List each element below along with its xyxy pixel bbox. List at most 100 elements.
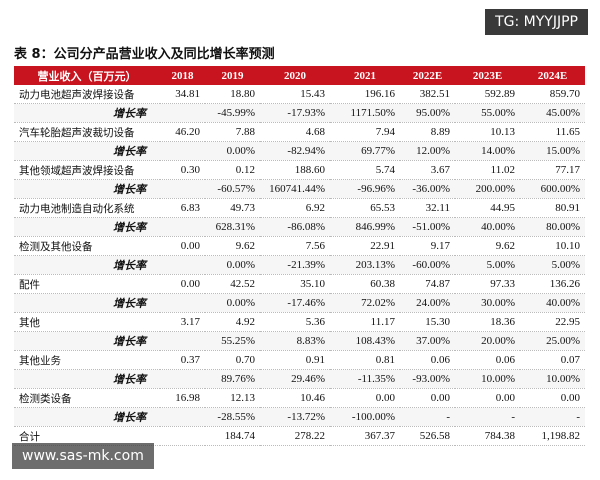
cell: 0.70 (205, 350, 260, 370)
cell: 46.20 (160, 122, 205, 142)
cell: 42.52 (205, 274, 260, 294)
row-label: 增长率 (14, 179, 160, 199)
cell (160, 141, 205, 161)
cell: 5.00% (520, 255, 585, 275)
header-cell: 2023E (455, 66, 520, 85)
cell: 188.60 (260, 160, 330, 180)
cell: 0.00% (205, 293, 260, 313)
cell: 3.17 (160, 312, 205, 332)
cell: -21.39% (260, 255, 330, 275)
cell: 367.37 (330, 426, 400, 446)
cell: 77.17 (520, 160, 585, 180)
header-cell: 2024E (520, 66, 585, 85)
cell: 0.07 (520, 350, 585, 370)
row-label: 增长率 (14, 255, 160, 275)
cell: -13.72% (260, 407, 330, 427)
cell: 4.68 (260, 122, 330, 142)
row-label: 其他领域超声波焊接设备 (14, 160, 160, 180)
cell (160, 179, 205, 199)
cell: 12.13 (205, 388, 260, 408)
table-row: 检测及其他设备 0.00 9.62 7.56 22.91 9.17 9.62 10.10 (14, 236, 585, 256)
row-label: 增长率 (14, 331, 160, 351)
table-row: 动力电池超声波焊接设备 34.81 18.80 15.43 196.16 382.51 59… (14, 85, 585, 104)
table-row: 增长率 -60.57% 160741.44% -96.96% -36.00% 200.00… (14, 179, 585, 199)
table-row: 增长率 0.00% -21.39% 203.13% -60.00% 5.00% 5.00% (14, 255, 585, 275)
cell: 72.02% (330, 293, 400, 313)
table-row: 汽车轮胎超声波裁切设备 46.20 7.88 4.68 7.94 8.89 10.13 11.… (14, 122, 585, 142)
cell: 44.95 (455, 198, 520, 218)
cell: 203.13% (330, 255, 400, 275)
cell: 18.80 (205, 85, 260, 104)
cell: 0.91 (260, 350, 330, 370)
cell: 9.62 (205, 236, 260, 256)
cell: 55.00% (455, 103, 520, 123)
cell: 7.94 (330, 122, 400, 142)
revenue-table: 营业收入（百万元） 2018 2019 2020 2021 2022E 2023E 2024E… (14, 66, 585, 446)
cell: 8.83% (260, 331, 330, 351)
table-row: 增长率 55.25% 8.83% 108.43% 37.00% 20.00% 25.00% (14, 331, 585, 351)
cell: 1,198.82 (520, 426, 585, 446)
cell: 108.43% (330, 331, 400, 351)
cell: 5.36 (260, 312, 330, 332)
cell (160, 426, 205, 446)
cell: - (455, 407, 520, 427)
cell: 4.92 (205, 312, 260, 332)
header-cell: 2020 (260, 66, 330, 85)
table-row: 合计 184.74 278.22 367.37 526.58 784.38 1,198.82 (14, 426, 585, 446)
row-label: 增长率 (14, 217, 160, 237)
row-label: 其他业务 (14, 350, 160, 370)
cell: -100.00% (330, 407, 400, 427)
table-row: 增长率 -45.99% -17.93% 1171.50% 95.00% 55.00% 45.… (14, 103, 585, 123)
cell: -96.96% (330, 179, 400, 199)
cell: -60.00% (400, 255, 455, 275)
cell: 5.00% (455, 255, 520, 275)
watermark: TG: MYYJJPP (485, 9, 588, 35)
header-cell: 2022E (400, 66, 455, 85)
row-label: 检测及其他设备 (14, 236, 160, 256)
table-row: 其他 3.17 4.92 5.36 11.17 15.30 18.36 22.95 (14, 312, 585, 332)
cell: -11.35% (330, 369, 400, 389)
cell: 18.36 (455, 312, 520, 332)
cell: 89.76% (205, 369, 260, 389)
cell: 80.00% (520, 217, 585, 237)
cell: 526.58 (400, 426, 455, 446)
cell: 846.99% (330, 217, 400, 237)
cell: 592.89 (455, 85, 520, 104)
cell (160, 369, 205, 389)
cell: 69.77% (330, 141, 400, 161)
cell: 136.26 (520, 274, 585, 294)
cell: 184.74 (205, 426, 260, 446)
cell: 14.00% (455, 141, 520, 161)
cell: 11.65 (520, 122, 585, 142)
cell: - (400, 407, 455, 427)
cell: -28.55% (205, 407, 260, 427)
cell: 6.83 (160, 198, 205, 218)
cell: 7.56 (260, 236, 330, 256)
cell: 628.31% (205, 217, 260, 237)
cell: 10.46 (260, 388, 330, 408)
cell: 40.00% (455, 217, 520, 237)
cell: 16.98 (160, 388, 205, 408)
cell: 10.10 (520, 236, 585, 256)
cell: 0.06 (400, 350, 455, 370)
cell: 45.00% (520, 103, 585, 123)
header-cell: 2018 (160, 66, 205, 85)
cell: 0.00 (520, 388, 585, 408)
cell: 35.10 (260, 274, 330, 294)
cell: -51.00% (400, 217, 455, 237)
cell: 29.46% (260, 369, 330, 389)
table-row: 增长率 89.76% 29.46% -11.35% -93.00% 10.00% 10.00… (14, 369, 585, 389)
watermark: www.sas-mk.com (12, 443, 154, 469)
cell: 49.73 (205, 198, 260, 218)
cell: 0.81 (330, 350, 400, 370)
header-cell: 2019 (205, 66, 260, 85)
cell: 278.22 (260, 426, 330, 446)
cell (160, 293, 205, 313)
cell: 11.17 (330, 312, 400, 332)
table-row: 增长率 0.00% -17.46% 72.02% 24.00% 30.00% 40.00% (14, 293, 585, 313)
cell: 600.00% (520, 179, 585, 199)
row-label: 增长率 (14, 369, 160, 389)
cell: 65.53 (330, 198, 400, 218)
row-label: 增长率 (14, 103, 160, 123)
table-row: 增长率 -28.55% -13.72% -100.00% - - - (14, 407, 585, 427)
